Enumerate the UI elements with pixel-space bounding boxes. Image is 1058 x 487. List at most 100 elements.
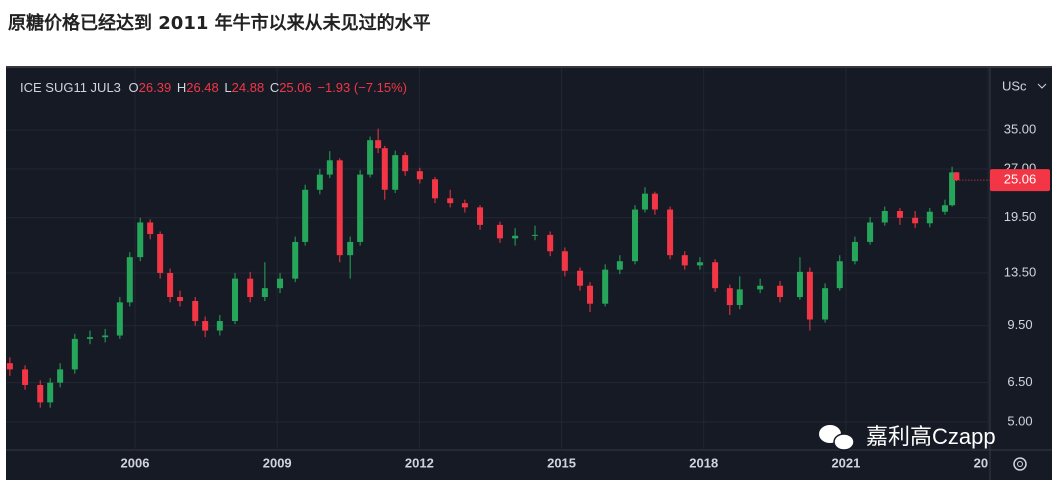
candle-body: [949, 172, 956, 206]
symbol: ICE SUG11 JUL3: [20, 80, 121, 95]
candle-body: [402, 155, 409, 172]
candle-body: [602, 269, 609, 304]
candle-body: [512, 235, 519, 239]
candle-body: [247, 278, 254, 298]
candle-body: [532, 234, 539, 236]
candle-body: [202, 321, 209, 331]
candle-body: [126, 257, 133, 303]
candle-body: [261, 288, 268, 298]
candle-body: [912, 217, 919, 224]
candle-body: [392, 155, 399, 190]
legend-value: 25.06: [279, 80, 312, 95]
watermark-text: 嘉利高Czapp: [866, 424, 996, 449]
candle-body: [806, 271, 813, 320]
candle-body: [641, 193, 648, 210]
legend-value: 26.48: [186, 80, 219, 95]
candle-body: [316, 174, 323, 190]
candle-body: [102, 335, 109, 338]
y-tick-label: 19.50: [1004, 209, 1037, 224]
y-tick-label: 6.50: [1007, 374, 1032, 389]
legend-value: 24.88: [232, 80, 265, 95]
last-price-label: 25.06: [1004, 172, 1037, 187]
candle-body: [71, 338, 78, 370]
candle-body: [292, 241, 299, 279]
candle-body: [416, 171, 423, 180]
candle-body: [326, 160, 333, 175]
candle-body: [586, 285, 593, 304]
x-tick-label: 2021: [831, 455, 860, 470]
symbol-legend: ICE SUG11 JUL3 O26.39 H26.48 L24.88 C25.…: [20, 80, 407, 95]
candle-body: [726, 288, 733, 306]
article-heading: 原糖价格已经达到 2011 年牛市以来从未见过的水平: [8, 13, 431, 34]
unit-dropdown[interactable]: [1037, 83, 1047, 89]
y-tick-label: 9.50: [1007, 317, 1032, 332]
x-tick-label: 2018: [689, 455, 718, 470]
legend-label: C: [270, 80, 279, 95]
candle-body: [57, 369, 64, 383]
candle-body: [632, 209, 639, 262]
x-axis-labels: 2006 2009 2012 2015 2018 2021 2024: [121, 455, 1004, 470]
candle-body: [6, 363, 13, 370]
candle-body: [616, 261, 623, 270]
candle-body: [681, 255, 688, 266]
candle-body: [461, 203, 468, 208]
candle-body: [822, 288, 829, 320]
candle-body: [367, 140, 374, 175]
candle-body: [357, 174, 364, 242]
candle-body: [796, 271, 803, 298]
x-tick-label: 2012: [405, 455, 434, 470]
candle-body: [547, 234, 554, 252]
candle-body: [867, 222, 874, 242]
candle-body: [22, 369, 29, 385]
candle-body: [941, 205, 948, 212]
candle-body: [953, 172, 960, 181]
x-tick-label: 2024: [974, 455, 1004, 470]
candle-body: [881, 211, 888, 223]
candle-body: [896, 211, 903, 218]
candle-body: [157, 234, 164, 273]
candle-body: [232, 278, 239, 322]
candle-body: [477, 207, 484, 225]
x-tick-label: 2006: [121, 455, 150, 470]
candle-body: [116, 302, 123, 336]
candle-body: [777, 285, 784, 298]
candle-body: [712, 262, 719, 289]
candle-body: [147, 222, 154, 235]
y-unit: USc: [1002, 78, 1027, 93]
candle-body: [86, 337, 93, 339]
candle-body: [37, 384, 44, 403]
candle-body: [47, 382, 54, 403]
candle-body: [926, 211, 933, 224]
candle-body: [216, 321, 223, 331]
candle-body: [137, 222, 144, 258]
candle-body: [375, 140, 382, 149]
y-tick-label: 5.00: [1007, 413, 1032, 428]
candle-body: [432, 179, 439, 199]
settings-icon[interactable]: [1013, 457, 1027, 471]
candle-body: [447, 198, 454, 204]
legend-label: O: [129, 80, 139, 95]
watermark: 嘉利高Czapp: [819, 424, 996, 451]
candle-body: [167, 272, 174, 298]
y-tick-label: 13.50: [1004, 264, 1037, 279]
candle-body: [736, 289, 743, 306]
candle-body: [336, 160, 343, 256]
candle-body: [836, 261, 843, 289]
legend-change: −1.93 (−7.15%): [317, 80, 407, 95]
candle-body: [277, 278, 284, 289]
candle-body: [496, 224, 503, 239]
last-price-tag: [990, 169, 1050, 192]
candle-body: [192, 300, 199, 322]
candle-body: [347, 241, 354, 256]
candle-body: [577, 270, 584, 286]
candle-body: [651, 193, 658, 210]
candle-body: [851, 241, 858, 262]
legend-value: 26.39: [139, 80, 172, 95]
legend-label: H: [177, 80, 186, 95]
candle-body: [177, 297, 184, 301]
candle-body: [696, 262, 703, 266]
candle-body: [561, 251, 568, 271]
y-tick-label: 35.00: [1004, 121, 1037, 136]
candle-body: [667, 209, 674, 256]
